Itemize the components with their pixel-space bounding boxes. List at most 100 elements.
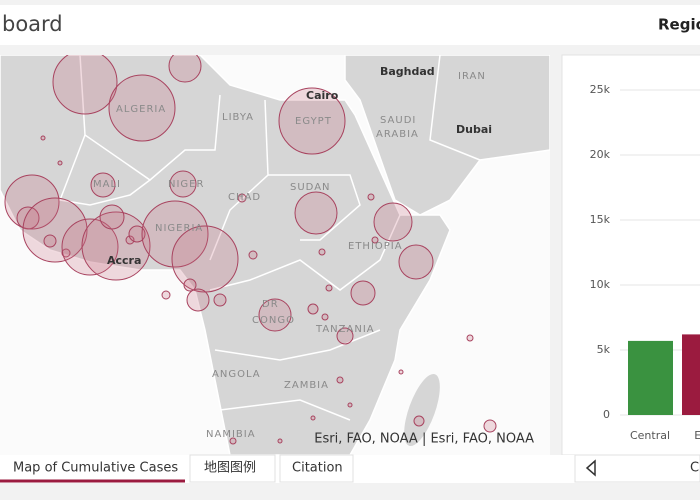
map-label: NIGER	[168, 179, 204, 190]
case-bubble	[277, 438, 283, 444]
case-bubble	[350, 280, 376, 306]
case-bubble	[16, 206, 40, 230]
map-label: ALGERIA	[116, 104, 166, 115]
case-bubble	[466, 334, 474, 342]
case-bubble	[294, 191, 338, 235]
tab-label[interactable]: Citation	[292, 461, 343, 476]
case-bubble	[398, 244, 434, 280]
chart-nav	[574, 454, 700, 483]
case-bubble	[258, 298, 292, 332]
case-bubble	[161, 290, 171, 300]
case-bubble	[81, 211, 151, 281]
case-bubble	[61, 218, 119, 276]
map-label: TANZANIA	[315, 324, 375, 335]
case-bubble	[171, 225, 239, 293]
land	[404, 374, 440, 446]
case-bubble	[141, 200, 209, 268]
case-bubble	[125, 235, 135, 245]
map-label: NAMIBIA	[206, 429, 256, 440]
map-label: SAUDI	[380, 115, 416, 126]
header-bar	[0, 5, 700, 45]
case-bubble	[108, 74, 176, 142]
case-bubble	[183, 278, 197, 292]
case-bubble	[371, 236, 379, 244]
case-bubble	[398, 369, 404, 375]
map-label: Accra	[107, 254, 141, 267]
case-bubble	[483, 419, 497, 433]
map[interactable]: Baghdad IRAN Cairo EGYPT SAUDI ARABIA Du…	[0, 50, 550, 455]
bar-chart: 0 5k 10k 15k 20k 25k Central Eas	[590, 83, 700, 442]
case-bubble	[99, 204, 125, 230]
case-bubble	[336, 327, 354, 345]
map-label: Cairo	[306, 89, 339, 102]
bar	[628, 340, 673, 415]
tab-label[interactable]: 地图图例	[204, 461, 256, 476]
case-bubble	[169, 170, 197, 198]
y-tick-label: 5k	[597, 343, 611, 356]
header-right-label: Regio	[658, 16, 700, 34]
case-bubble	[128, 225, 146, 243]
map-label: DR	[262, 299, 279, 310]
prev-button[interactable]	[585, 459, 596, 477]
case-bubble	[325, 284, 333, 292]
y-tick-label: 0	[603, 408, 610, 421]
case-bubble	[248, 250, 258, 260]
map-label: EGYPT	[295, 116, 332, 127]
case-bubble	[321, 313, 329, 321]
map-label: ARABIA	[376, 129, 419, 140]
borders	[58, 55, 481, 421]
y-tick-label: 25k	[590, 83, 611, 96]
map-label: Baghdad	[380, 65, 435, 78]
bar	[682, 334, 700, 415]
map-label: CONGO	[252, 315, 295, 326]
tab[interactable]	[279, 454, 354, 483]
y-tick-label: 15k	[590, 213, 611, 226]
map-label: Dubai	[456, 123, 492, 136]
tab[interactable]	[189, 454, 276, 483]
case-bubble	[373, 202, 413, 242]
header-title: board	[2, 12, 63, 36]
case-bubble	[61, 248, 71, 258]
case-bubble	[90, 172, 116, 198]
case-bubble	[168, 55, 202, 83]
map-label: ANGOLA	[212, 369, 261, 380]
map-attribution: Esri, FAO, NOAA | Esri, FAO, NOAA	[314, 432, 534, 447]
tab[interactable]	[0, 455, 185, 482]
land	[344, 55, 550, 216]
case-bubble	[186, 288, 210, 312]
tab-label[interactable]: Map of Cumulative Cases	[13, 461, 178, 476]
case-bubble	[229, 437, 237, 445]
map-label: SUDAN	[290, 182, 331, 193]
case-bubble	[43, 234, 57, 248]
map-label: ETHIOPIA	[348, 241, 403, 252]
case-bubble	[57, 160, 63, 166]
case-bubble	[310, 415, 316, 421]
map-label: ZAMBIA	[284, 380, 329, 391]
map-label: CHAD	[228, 192, 261, 203]
case-bubble	[336, 376, 344, 384]
x-tick-label: Central	[630, 429, 670, 442]
case-bubble	[413, 415, 425, 427]
case-bubble	[22, 197, 88, 263]
case-bubble	[40, 135, 46, 141]
case-bubble	[307, 303, 319, 315]
land	[0, 55, 451, 455]
nav-label: C	[690, 461, 699, 476]
case-bubble	[367, 193, 375, 201]
case-bubble	[213, 293, 227, 307]
y-tick-label: 20k	[590, 148, 611, 161]
case-bubble	[278, 87, 346, 155]
case-bubble	[4, 174, 60, 230]
case-bubble	[318, 248, 326, 256]
case-bubble	[237, 193, 247, 203]
map-label: MALI	[93, 179, 121, 190]
y-tick-label: 10k	[590, 278, 611, 291]
map-label: NIGERIA	[155, 223, 203, 234]
case-bubble	[347, 402, 353, 408]
case-bubble	[52, 55, 118, 115]
x-tick-label: Eas	[694, 429, 700, 442]
map-label: LIBYA	[222, 112, 254, 123]
map-label: IRAN	[458, 71, 486, 82]
